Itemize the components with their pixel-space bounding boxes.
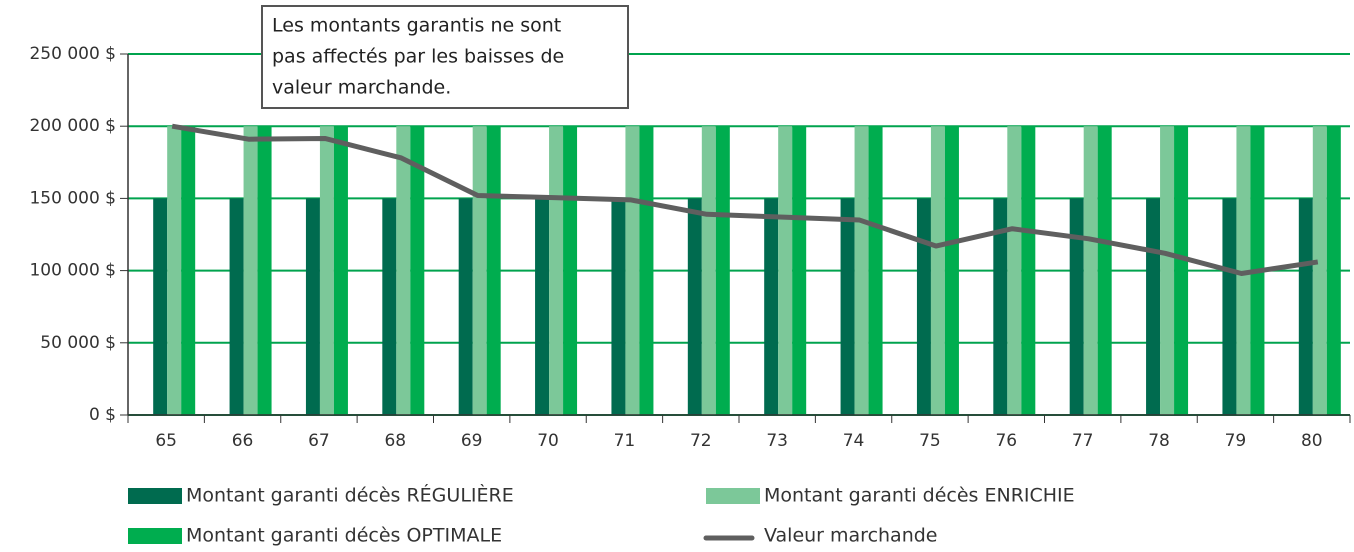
bar xyxy=(1326,126,1341,415)
bar xyxy=(930,126,945,415)
legend-swatch xyxy=(128,528,182,544)
x-tick-label: 74 xyxy=(843,431,865,451)
bar xyxy=(625,126,640,415)
x-tick-label: 73 xyxy=(766,431,788,451)
x-tick-label: 68 xyxy=(384,431,406,451)
bar xyxy=(563,126,578,415)
legend-label: Valeur marchande xyxy=(764,525,938,547)
bar xyxy=(1298,198,1313,415)
bar xyxy=(1146,198,1161,415)
bar xyxy=(549,126,564,415)
bar xyxy=(701,126,716,415)
legend-swatch xyxy=(128,488,182,504)
bar xyxy=(1312,126,1327,415)
bar xyxy=(472,126,487,415)
x-tick-label: 76 xyxy=(995,431,1017,451)
bar xyxy=(687,198,702,415)
bar xyxy=(778,126,793,415)
bar xyxy=(486,126,501,415)
bar xyxy=(1021,126,1036,415)
bar xyxy=(792,126,807,415)
bar xyxy=(243,126,258,415)
x-tick-label: 80 xyxy=(1301,431,1323,451)
x-tick-label: 78 xyxy=(1148,431,1170,451)
bar xyxy=(1222,198,1237,415)
annotation-text: valeur marchande. xyxy=(272,77,451,99)
bar xyxy=(319,126,334,415)
annotation-box xyxy=(261,5,629,109)
bar xyxy=(611,198,626,415)
bar xyxy=(1160,126,1175,415)
legend-label: Montant garanti décès ENRICHIE xyxy=(764,485,1075,507)
x-tick-label: 66 xyxy=(232,431,254,451)
bar xyxy=(382,198,397,415)
bar xyxy=(1174,126,1189,415)
bar xyxy=(840,198,855,415)
bar xyxy=(1236,126,1251,415)
bar xyxy=(333,126,348,415)
bar xyxy=(1069,198,1084,415)
bar xyxy=(1083,126,1098,415)
y-tick-label: 250 000 $ xyxy=(29,44,116,64)
y-tick-label: 150 000 $ xyxy=(29,188,116,208)
bar xyxy=(410,126,425,415)
legend-label: Montant garanti décès RÉGULIÈRE xyxy=(186,484,514,507)
bar xyxy=(993,198,1008,415)
x-tick-label: 72 xyxy=(690,431,712,451)
bar xyxy=(715,126,730,415)
x-tick-label: 65 xyxy=(155,431,177,451)
bar xyxy=(868,126,883,415)
bar xyxy=(458,198,473,415)
x-tick-label: 79 xyxy=(1225,431,1247,451)
bar xyxy=(396,126,411,415)
bar xyxy=(229,198,244,415)
bar xyxy=(916,198,931,415)
line xyxy=(171,123,1319,276)
bar xyxy=(305,198,320,415)
bar xyxy=(1007,126,1022,415)
bar xyxy=(535,198,550,415)
x-tick-label: 75 xyxy=(919,431,941,451)
bar xyxy=(764,198,779,415)
legend-swatch xyxy=(706,488,760,504)
x-tick-label: 69 xyxy=(461,431,483,451)
bar xyxy=(854,126,869,415)
bar xyxy=(257,126,272,415)
bar xyxy=(639,126,654,415)
annotation-text: pas affectés par les baisses de xyxy=(272,46,564,68)
x-tick-label: 71 xyxy=(614,431,636,451)
y-tick-label: 0 $ xyxy=(89,405,116,425)
y-tick-label: 100 000 $ xyxy=(29,261,116,281)
y-tick-label: 200 000 $ xyxy=(29,116,116,136)
x-tick-label: 77 xyxy=(1072,431,1094,451)
x-tick-label: 67 xyxy=(308,431,330,451)
annotation-text: Les montants garantis ne sont xyxy=(272,15,561,37)
bar xyxy=(944,126,959,415)
bar xyxy=(1097,126,1112,415)
bar xyxy=(153,198,168,415)
bar xyxy=(181,126,196,415)
y-tick-label: 50 000 $ xyxy=(40,333,116,353)
legend-label: Montant garanti décès OPTIMALE xyxy=(186,525,502,547)
x-tick-label: 70 xyxy=(537,431,559,451)
bar xyxy=(167,126,182,415)
